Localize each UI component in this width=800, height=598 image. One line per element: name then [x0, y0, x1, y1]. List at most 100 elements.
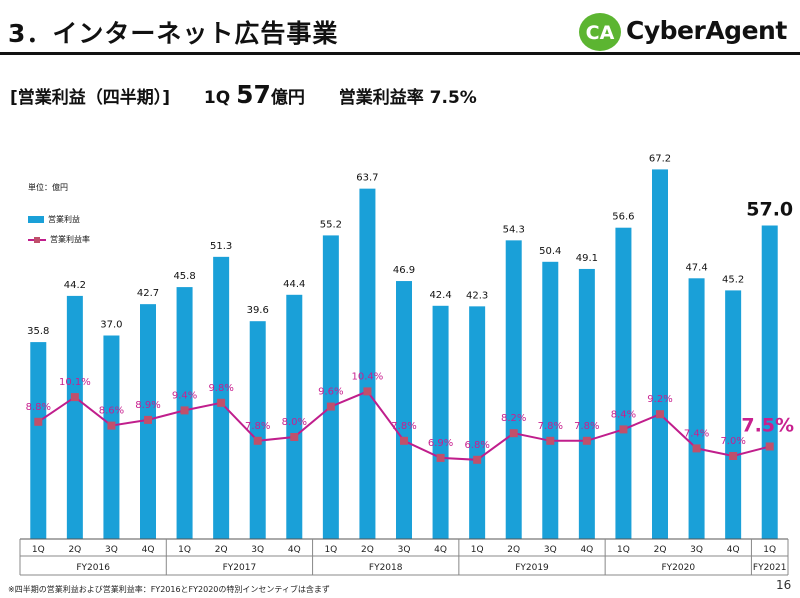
bar-1 [30, 342, 47, 539]
cyberagent-logo-icon: CA [579, 13, 621, 51]
bar-value-label: 57.0 [746, 199, 793, 221]
margin-marker-14 [509, 429, 518, 438]
quarter-tick-label: 4Q [580, 545, 593, 555]
logo-mark-text: CA [586, 22, 615, 44]
page-number: 16 [776, 578, 792, 592]
margin-value-label: 8.8% [26, 402, 51, 413]
margin-marker-5 [180, 406, 189, 415]
bar-7 [249, 321, 266, 539]
bar-9 [322, 235, 339, 539]
bar-value-label: 63.7 [356, 173, 378, 184]
bar-14 [505, 240, 522, 539]
bar-13 [469, 306, 486, 539]
page-title: 3．インターネット広告事業 [8, 19, 339, 48]
title-divider [0, 52, 800, 55]
bar-11 [396, 281, 412, 539]
margin-marker-4 [144, 415, 152, 424]
quarter-tick-label: 2Q [361, 545, 374, 555]
margin-marker-20 [729, 452, 738, 460]
margin-value-label: 9.2% [647, 394, 672, 405]
fiscal-year-label: FY2019 [515, 563, 549, 573]
quarter-tick-label: 1Q [471, 545, 484, 555]
margin-marker-3 [107, 421, 116, 430]
quarter-tick-label: 2Q [507, 545, 520, 555]
quarter-tick-label: 1Q [178, 545, 191, 555]
fiscal-year-label: FY2021 [753, 563, 787, 573]
legend-bar-swatch [28, 216, 44, 223]
quarter-tick-label: 4Q [727, 545, 740, 555]
margin-marker-11 [400, 436, 408, 445]
bar-value-label: 42.4 [429, 290, 451, 301]
margin-value-label: 9.6% [318, 387, 343, 398]
bar-6 [213, 256, 230, 539]
margin-marker-21 [765, 442, 774, 451]
fiscal-year-label: FY2016 [76, 563, 110, 573]
subtitle-value: 57 [236, 80, 271, 109]
bar-18 [652, 169, 668, 539]
quarter-tick-label: 3Q [105, 545, 118, 555]
bar-value-label: 35.8 [27, 326, 49, 337]
margin-marker-17 [619, 425, 628, 434]
margin-value-label: 8.2% [501, 413, 526, 424]
margin-marker-10 [363, 387, 372, 396]
quarter-tick-label: 4Q [434, 545, 447, 555]
bar-10 [359, 188, 376, 539]
bar-value-label: 47.4 [685, 262, 707, 273]
bar-16 [578, 268, 595, 539]
quarter-tick-label: 3Q [251, 545, 264, 555]
margin-marker-9 [326, 402, 335, 411]
subtitle-bracket: [営業利益（四半期）] [10, 88, 171, 108]
fiscal-year-label: FY2020 [661, 563, 695, 573]
margin-value-label: 7.8% [245, 421, 270, 432]
legend-label-margin: 営業利益率 [50, 235, 90, 244]
margin-marker-13 [473, 455, 482, 464]
legend-item-margin: 営業利益率 [28, 234, 90, 245]
bar-12 [432, 305, 449, 539]
margin-value-label: 6.9% [428, 438, 453, 449]
quarter-tick-label: 1Q [32, 545, 45, 555]
margin-marker-1 [34, 417, 43, 426]
logo-text: CyberAgent [626, 16, 787, 45]
quarter-tick-label: 1Q [617, 545, 630, 555]
bar-value-label: 39.6 [247, 305, 269, 316]
margin-value-label: 7.4% [684, 428, 709, 439]
footnote: ※四半期の営業利益および営業利益率：FY2016とFY2020の特別インセンティ… [8, 585, 330, 594]
subtitle-margin-value: 7.5% [429, 88, 477, 108]
margin-value-label: 9.4% [172, 390, 197, 401]
bar-15 [542, 261, 559, 539]
bar-3 [103, 335, 120, 539]
bar-value-label: 44.2 [64, 280, 86, 291]
margin-value-label: 10.1% [59, 377, 91, 388]
company-logo: CA CyberAgent [578, 12, 790, 52]
bar-value-label: 37.0 [100, 320, 122, 331]
bar-value-label: 54.3 [503, 224, 525, 235]
quarter-tick-label: 3Q [398, 545, 411, 555]
bar-21 [761, 225, 778, 539]
bar-value-label: 49.1 [576, 253, 598, 264]
quarter-tick-label: 2Q [654, 545, 667, 555]
margin-marker-15 [546, 436, 555, 445]
bar-value-label: 44.4 [283, 279, 305, 290]
bar-value-label: 45.2 [722, 274, 744, 285]
quarter-tick-label: 3Q [690, 545, 703, 555]
bar-value-label: 56.6 [612, 212, 634, 223]
quarter-tick-label: 1Q [324, 545, 337, 555]
margin-marker-8 [290, 433, 299, 441]
legend-label-profit: 営業利益 [48, 215, 80, 224]
bar-value-label: 55.2 [320, 219, 342, 230]
margin-value-label: 8.0% [282, 417, 307, 428]
unit-label: 単位：億円 [28, 183, 68, 192]
quarter-tick-label: 3Q [544, 545, 557, 555]
bar-value-label: 50.4 [539, 246, 561, 257]
margin-value-label: 7.8% [538, 421, 563, 432]
quarter-tick-label: 4Q [288, 545, 301, 555]
margin-marker-7 [253, 436, 262, 445]
margin-value-label: 7.5% [741, 415, 794, 437]
subtitle-quarter: 1Q [203, 88, 231, 108]
margin-marker-12 [436, 453, 445, 462]
margin-value-label: 9.8% [208, 383, 233, 394]
margin-value-label: 7.8% [574, 421, 599, 432]
legend-line-swatch [28, 236, 46, 244]
quarter-tick-label: 2Q [68, 545, 81, 555]
